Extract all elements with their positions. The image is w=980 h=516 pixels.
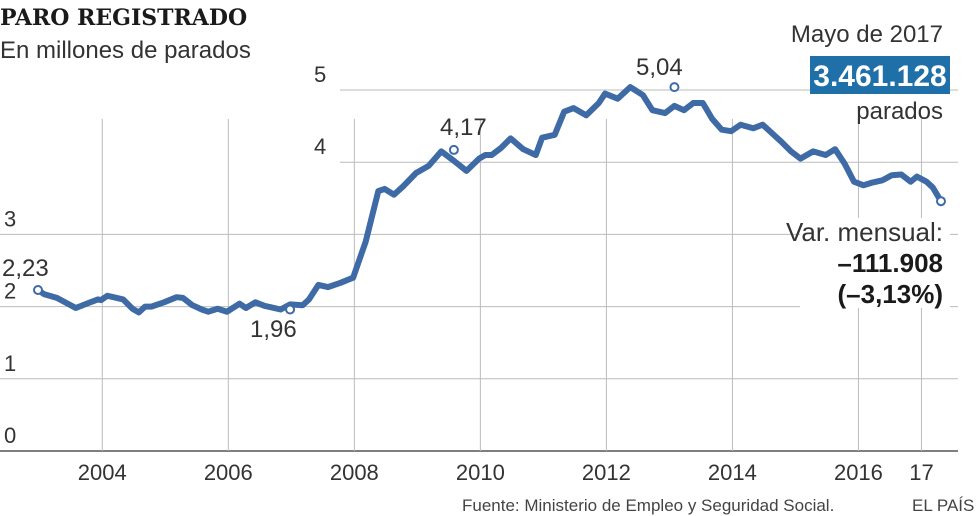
annotation-marker <box>448 144 459 155</box>
series <box>35 84 944 316</box>
y-tick-label: 5 <box>314 62 326 87</box>
x-axis: 2004 2006 2008 2010 2012 2014 2016 17 <box>78 460 934 485</box>
var-background <box>800 218 950 308</box>
callout-unit: parados <box>856 98 943 125</box>
series-line-0 <box>35 84 944 316</box>
var-percent: (–3,13%) <box>838 279 944 309</box>
brand-label: EL PAÍS <box>912 496 974 515</box>
annotation-label-5-04: 5,04 <box>636 54 683 81</box>
chart-subtitle: En millones de parados <box>0 37 251 64</box>
y-tick-label: 2 <box>4 279 16 304</box>
y-tick-label: 4 <box>314 134 326 159</box>
y-tick-label: 3 <box>4 206 16 231</box>
var-label: Var. mensual: <box>786 217 943 247</box>
y-axis: 0 1 2 3 4 5 <box>4 62 326 448</box>
annotation-marker <box>669 82 680 93</box>
var-absolute: –111.908 <box>837 248 943 278</box>
x-tick-label: 2004 <box>78 460 127 485</box>
source-note: Fuente: Ministerio de Empleo y Seguridad… <box>462 496 834 515</box>
annotation-marker <box>935 196 946 207</box>
annotation-markers <box>33 82 946 315</box>
annotation-label-2-23: 2,23 <box>2 255 49 282</box>
x-tick-label: 2012 <box>582 460 631 485</box>
callout-value-box <box>810 56 950 94</box>
x-tick-label: 2014 <box>708 460 757 485</box>
x-tick-label: 2010 <box>456 460 505 485</box>
annotation-marker <box>33 284 43 295</box>
annotation-label-4-17: 4,17 <box>440 114 487 141</box>
y-tick-label: 1 <box>4 351 16 376</box>
chart-title: PARO REGISTRADO <box>0 5 247 31</box>
annotation-marker <box>285 304 296 315</box>
x-tick-label: 17 <box>909 460 933 485</box>
callout-date: Mayo de 2017 <box>791 21 943 48</box>
callout-value: 3.461.128 <box>813 60 946 93</box>
x-tick-label: 2008 <box>330 460 379 485</box>
annotation-label-1-96: 1,96 <box>250 316 297 343</box>
x-tick-label: 2016 <box>834 460 883 485</box>
y-tick-label: 0 <box>4 423 16 448</box>
x-tick-label: 2006 <box>204 460 253 485</box>
